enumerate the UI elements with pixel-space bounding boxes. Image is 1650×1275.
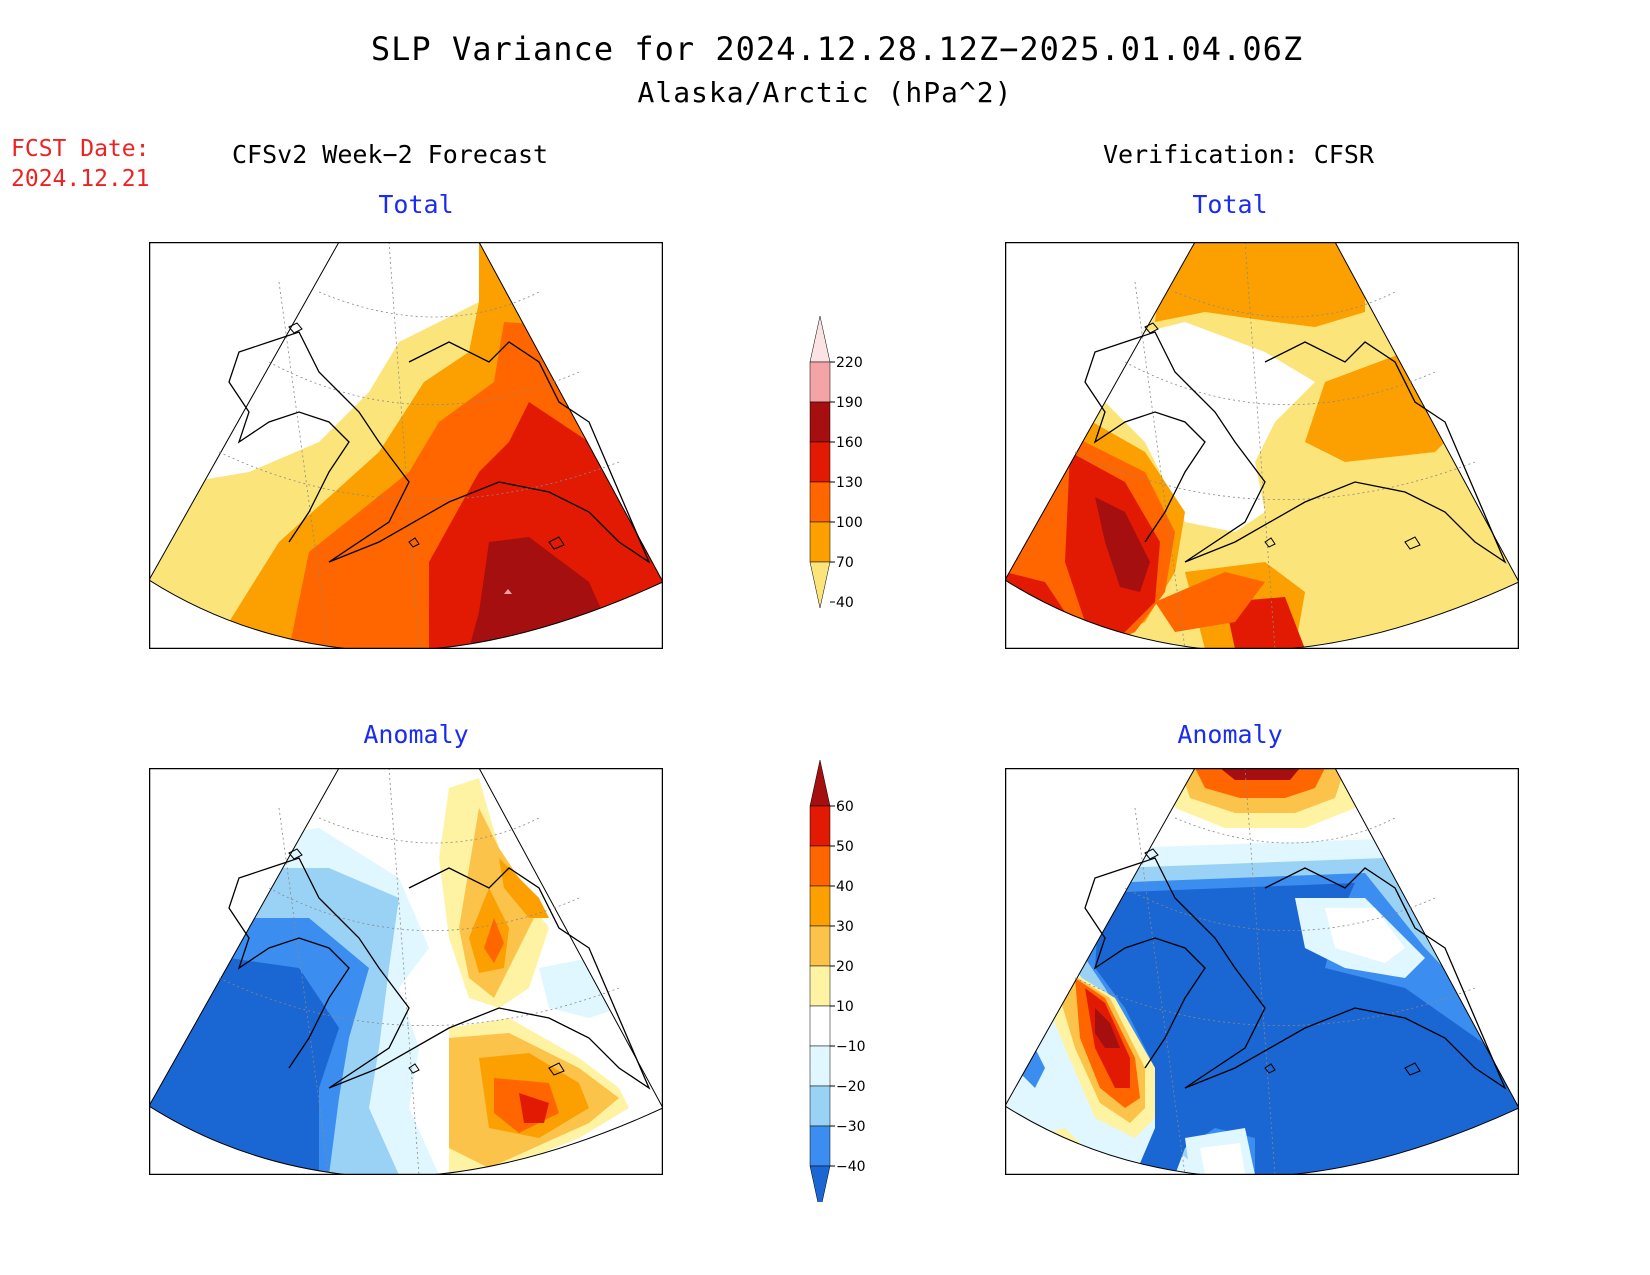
- colorbar-swatch: [809, 441, 831, 483]
- forecast-date-label: FCST Date:: [11, 136, 150, 162]
- colorbar-swatch: [809, 401, 831, 443]
- column-header-verification: Verification: CFSR: [1103, 140, 1374, 169]
- colorbar-swatch: [809, 1005, 831, 1047]
- colorbar-total: 220 190 160 130 100 70 40: [809, 315, 863, 611]
- colorbar-label: 70: [836, 555, 854, 571]
- colorbar-swatch: [809, 925, 831, 967]
- colorbar-label: −40: [836, 1159, 866, 1175]
- colorbar-swatch: [809, 521, 831, 563]
- colorbar-label: 50: [836, 839, 854, 855]
- colorbar-swatch: [809, 1045, 831, 1087]
- colorbar-label: 220: [836, 355, 863, 371]
- column-header-forecast: CFSv2 Week−2 Forecast: [232, 140, 549, 169]
- map-verification-anomaly: [1005, 768, 1519, 1175]
- colorbar-label: 10: [836, 999, 854, 1015]
- colorbar-swatch: [809, 759, 831, 807]
- panel-title-verification-anomaly: Anomaly: [1177, 720, 1283, 749]
- map-forecast-total: [149, 242, 663, 649]
- map-verification-total: [1005, 242, 1519, 649]
- colorbar-label: −30: [836, 1119, 866, 1135]
- colorbar-swatch: [809, 361, 831, 403]
- colorbar-label: −20: [836, 1079, 866, 1095]
- colorbar-label: 30: [836, 919, 854, 935]
- map-forecast-anomaly: [149, 768, 663, 1175]
- panel-title-forecast-total: Total: [378, 190, 454, 219]
- colorbar-label: 130: [836, 475, 863, 491]
- colorbar-label: 160: [836, 435, 863, 451]
- colorbar-anomaly: 60 50 40 30 20 10 −10 −20 −30 −40: [809, 759, 866, 1202]
- colorbar-label: 60: [836, 799, 854, 815]
- forecast-date-value: 2024.12.21: [11, 166, 150, 192]
- colorbar-label: 20: [836, 959, 854, 975]
- colorbar-label: 40: [836, 595, 854, 611]
- panel-title-verification-total: Total: [1192, 190, 1268, 219]
- colorbar-swatch: [809, 885, 831, 927]
- colorbar-label: 190: [836, 395, 863, 411]
- colorbar-swatch: [809, 561, 831, 609]
- colorbar-label: 100: [836, 515, 863, 531]
- colorbar-swatch: [809, 481, 831, 523]
- chart-title: SLP Variance for 2024.12.28.12Z−2025.01.…: [370, 30, 1304, 68]
- colorbar-swatch: [809, 965, 831, 1007]
- colorbar-label: 40: [836, 879, 854, 895]
- colorbar-swatch: [809, 1165, 831, 1202]
- panel-title-forecast-anomaly: Anomaly: [363, 720, 469, 749]
- colorbar-swatch: [809, 1125, 831, 1167]
- colorbar-label: −10: [836, 1039, 866, 1055]
- colorbar-swatch: [809, 1085, 831, 1127]
- colorbar-swatch: [809, 805, 831, 847]
- colorbar-swatch: [809, 315, 831, 363]
- colorbar-swatch: [809, 845, 831, 887]
- chart-subtitle: Alaska/Arctic (hPa^2): [637, 76, 1013, 109]
